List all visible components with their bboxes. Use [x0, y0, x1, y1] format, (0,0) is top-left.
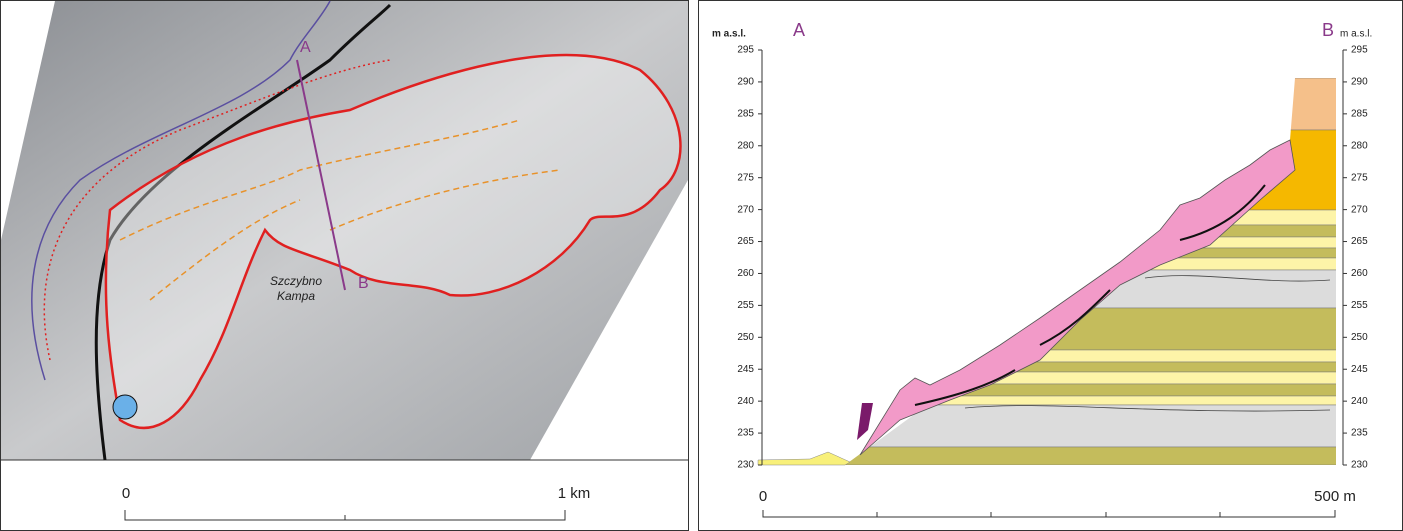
y-tick-label: 270: [737, 204, 754, 215]
y-tick-label: 265: [1351, 236, 1368, 247]
y-tick-label: 285: [1351, 108, 1368, 119]
stratum: [760, 384, 1340, 396]
place-name: Szczybno: [270, 274, 322, 288]
distance-axis: [763, 510, 1335, 517]
valley-fill: [758, 452, 850, 465]
scale-start: 0: [122, 485, 130, 502]
y-tick-label: 245: [737, 364, 754, 375]
embankment: [857, 403, 873, 440]
y-tick-label: 250: [737, 332, 754, 343]
stratum: [760, 78, 1340, 130]
profile-end: B: [1322, 20, 1334, 40]
pond: [113, 395, 137, 419]
y-tick-label: 240: [1351, 396, 1368, 407]
y-tick-label: 230: [1351, 460, 1368, 471]
figure: A B Szczybno Kampa 0 1 km 0 500 m m a.s.…: [0, 0, 1403, 531]
y-tick-label: 285: [737, 108, 754, 119]
stratum: [760, 270, 1340, 308]
stratum: [760, 396, 1340, 405]
scale-bar: [125, 510, 565, 520]
y-tick-label: 275: [737, 172, 754, 183]
strata: [760, 78, 1340, 465]
y-tick-label: 250: [1351, 332, 1368, 343]
distance-start: 0: [759, 488, 767, 505]
y-tick-label: 275: [1351, 172, 1368, 183]
y-tick-label: 255: [1351, 300, 1368, 311]
y-tick-label: 295: [1351, 45, 1368, 56]
stratum: [760, 225, 1340, 237]
y-tick-label: 270: [1351, 204, 1368, 215]
profile-start: A: [793, 20, 805, 40]
scale-end: 1 km: [558, 485, 591, 502]
y-tick-label: 235: [737, 428, 754, 439]
stratum: [760, 237, 1340, 248]
y-tick-label: 245: [1351, 364, 1368, 375]
y-tick-label: 265: [737, 236, 754, 247]
stratum: [760, 210, 1340, 225]
y-axis-label: m a.s.l.: [1340, 29, 1372, 40]
y-tick-label: 280: [737, 140, 754, 151]
y-tick-label: 260: [1351, 268, 1368, 279]
y-tick-label: 295: [737, 45, 754, 56]
y-axis-label: m a.s.l.: [712, 29, 746, 40]
stratum: [760, 248, 1340, 258]
y-tick-label: 280: [1351, 140, 1368, 151]
y-tick-label: 260: [737, 268, 754, 279]
stratum: [760, 362, 1340, 372]
place-name: Kampa: [277, 289, 315, 303]
y-tick-label: 290: [1351, 77, 1368, 88]
stratum: [760, 258, 1340, 270]
y-tick-label: 290: [737, 77, 754, 88]
section-end: B: [358, 275, 369, 292]
y-tick-label: 235: [1351, 428, 1368, 439]
distance-end: 500 m: [1314, 488, 1356, 505]
y-tick-label: 255: [737, 300, 754, 311]
stratum: [760, 372, 1340, 384]
section-start: A: [300, 39, 311, 56]
y-tick-label: 230: [737, 460, 754, 471]
stratum: [760, 350, 1340, 362]
y-tick-label: 240: [737, 396, 754, 407]
